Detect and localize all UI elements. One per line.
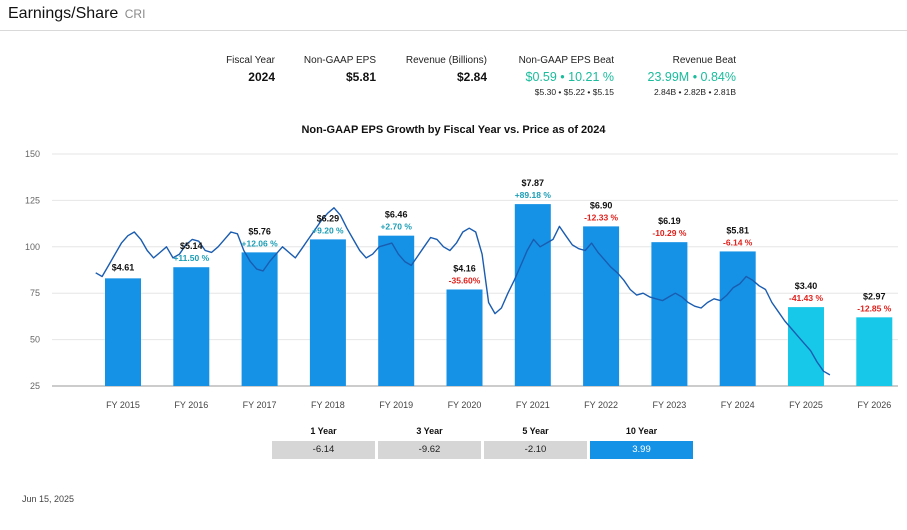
x-tick-label: FY 2015 (106, 400, 140, 410)
return-value-5y[interactable]: -2.10 (484, 441, 587, 459)
revenue-value: $2.84 (456, 70, 487, 84)
x-tick-label: FY 2024 (721, 400, 755, 410)
x-tick-label: FY 2026 (857, 400, 891, 410)
revenue-beat-label: Revenue Beat (672, 55, 736, 66)
eps-label: $6.46 (385, 210, 408, 220)
growth-label: -10.29 % (652, 228, 686, 238)
eps-beat-label: Non-GAAP EPS Beat (518, 55, 614, 66)
eps-label: $4.61 (112, 262, 135, 272)
summary-panel: Fiscal Year 2024 Non-GAAP EPS $5.81 Reve… (0, 55, 907, 100)
return-value-3y[interactable]: -9.62 (378, 441, 481, 459)
revenue-beat-sub: 2.84B • 2.82B • 2.81B (653, 87, 736, 97)
return-label-1y: 1 Year (310, 426, 337, 436)
eps-label: $6.29 (317, 213, 340, 223)
eps-beat-sub: $5.30 • $5.22 • $5.15 (534, 87, 614, 97)
title-divider (0, 30, 907, 31)
eps-bar (788, 307, 824, 386)
x-tick-label: FY 2025 (789, 400, 823, 410)
growth-label: +89.18 % (515, 190, 552, 200)
eps-bar (241, 252, 278, 386)
summary-eps-beat: Non-GAAP EPS Beat $0.59 • 10.21 % $5.30 … (519, 55, 614, 97)
y-tick-label: 75 (30, 288, 40, 298)
fiscal-year-label: Fiscal Year (226, 55, 275, 66)
summary-fiscal-year: Fiscal Year 2024 (226, 55, 275, 84)
x-tick-label: FY 2016 (174, 400, 208, 410)
x-tick-label: FY 2020 (448, 400, 482, 410)
eps-bar (378, 235, 415, 386)
eps-label: $5.81 (726, 225, 749, 235)
eps-label: Non-GAAP EPS (303, 55, 376, 66)
growth-label: +12.06 % (242, 238, 279, 248)
y-tick-label: 150 (25, 149, 40, 159)
summary-revenue-beat: Revenue Beat 23.99M • 0.84% 2.84B • 2.82… (648, 55, 736, 97)
eps-bar (651, 242, 688, 386)
y-tick-label: 25 (30, 381, 40, 391)
growth-label: -6.14 % (723, 237, 753, 247)
eps-bar (105, 278, 141, 386)
eps-bar (173, 267, 210, 386)
eps-beat-value: $0.59 • 10.21 % (525, 70, 614, 84)
summary-revenue: Revenue (Billions) $2.84 (406, 55, 487, 84)
price-line (95, 207, 831, 376)
growth-label: +11.50 % (173, 253, 209, 263)
fiscal-year-value: 2024 (248, 70, 275, 84)
return-label-5y: 5 Year (522, 426, 549, 436)
as-of-date: Jun 15, 2025 (22, 494, 75, 504)
page-title: Earnings/Share CRI (8, 5, 145, 25)
growth-label: -12.33 % (584, 212, 618, 222)
ticker-symbol: CRI (124, 7, 146, 21)
eps-bar (583, 226, 620, 386)
eps-bar (514, 204, 551, 386)
eps-label: $6.90 (590, 200, 613, 210)
chart-title: Non-GAAP EPS Growth by Fiscal Year vs. P… (301, 124, 606, 136)
y-tick-label: 50 (30, 335, 40, 345)
x-tick-label: FY 2018 (311, 400, 345, 410)
eps-label: $5.14 (180, 241, 203, 251)
return-label-10y: 10 Year (625, 426, 658, 436)
growth-label: +9.20 % (312, 225, 344, 235)
x-tick-label: FY 2017 (243, 400, 277, 410)
eps-label: $6.19 (658, 216, 681, 226)
eps-value: $5.81 (345, 70, 376, 84)
x-tick-label: FY 2019 (379, 400, 413, 410)
eps-label: $5.76 (248, 226, 271, 236)
revenue-label: Revenue (Billions) (405, 55, 487, 66)
return-label-3y: 3 Year (416, 426, 443, 436)
eps-label: $2.97 (863, 291, 886, 301)
eps-bar (446, 289, 483, 386)
title-text: Earnings/Share (8, 5, 119, 22)
eps-price-chart: 150 125 100 75 50 25 $4.61 +11.50 % $5.14 +12.06 … (25, 149, 898, 410)
eps-label: $7.87 (522, 178, 545, 188)
summary-eps: Non-GAAP EPS $5.81 (304, 55, 376, 84)
eps-bar (856, 317, 893, 386)
y-tick-label: 125 (25, 195, 40, 205)
x-tick-label: FY 2021 (516, 400, 550, 410)
eps-bar (309, 239, 346, 386)
eps-label: $3.40 (795, 281, 818, 291)
return-value-10y[interactable]: 3.99 (590, 441, 693, 459)
x-tick-label: FY 2023 (652, 400, 686, 410)
growth-label: -41.43 % (789, 293, 823, 303)
growth-label: +2.70 % (380, 222, 412, 232)
x-tick-label: FY 2022 (584, 400, 618, 410)
revenue-beat-value: 23.99M • 0.84% (647, 70, 736, 84)
y-tick-label: 100 (25, 242, 40, 252)
eps-bar (719, 251, 756, 386)
growth-label: -12.85 % (857, 303, 891, 313)
return-value-1y[interactable]: -6.14 (272, 441, 375, 459)
growth-label: -35.60% (449, 275, 481, 285)
eps-label: $4.16 (453, 263, 476, 273)
